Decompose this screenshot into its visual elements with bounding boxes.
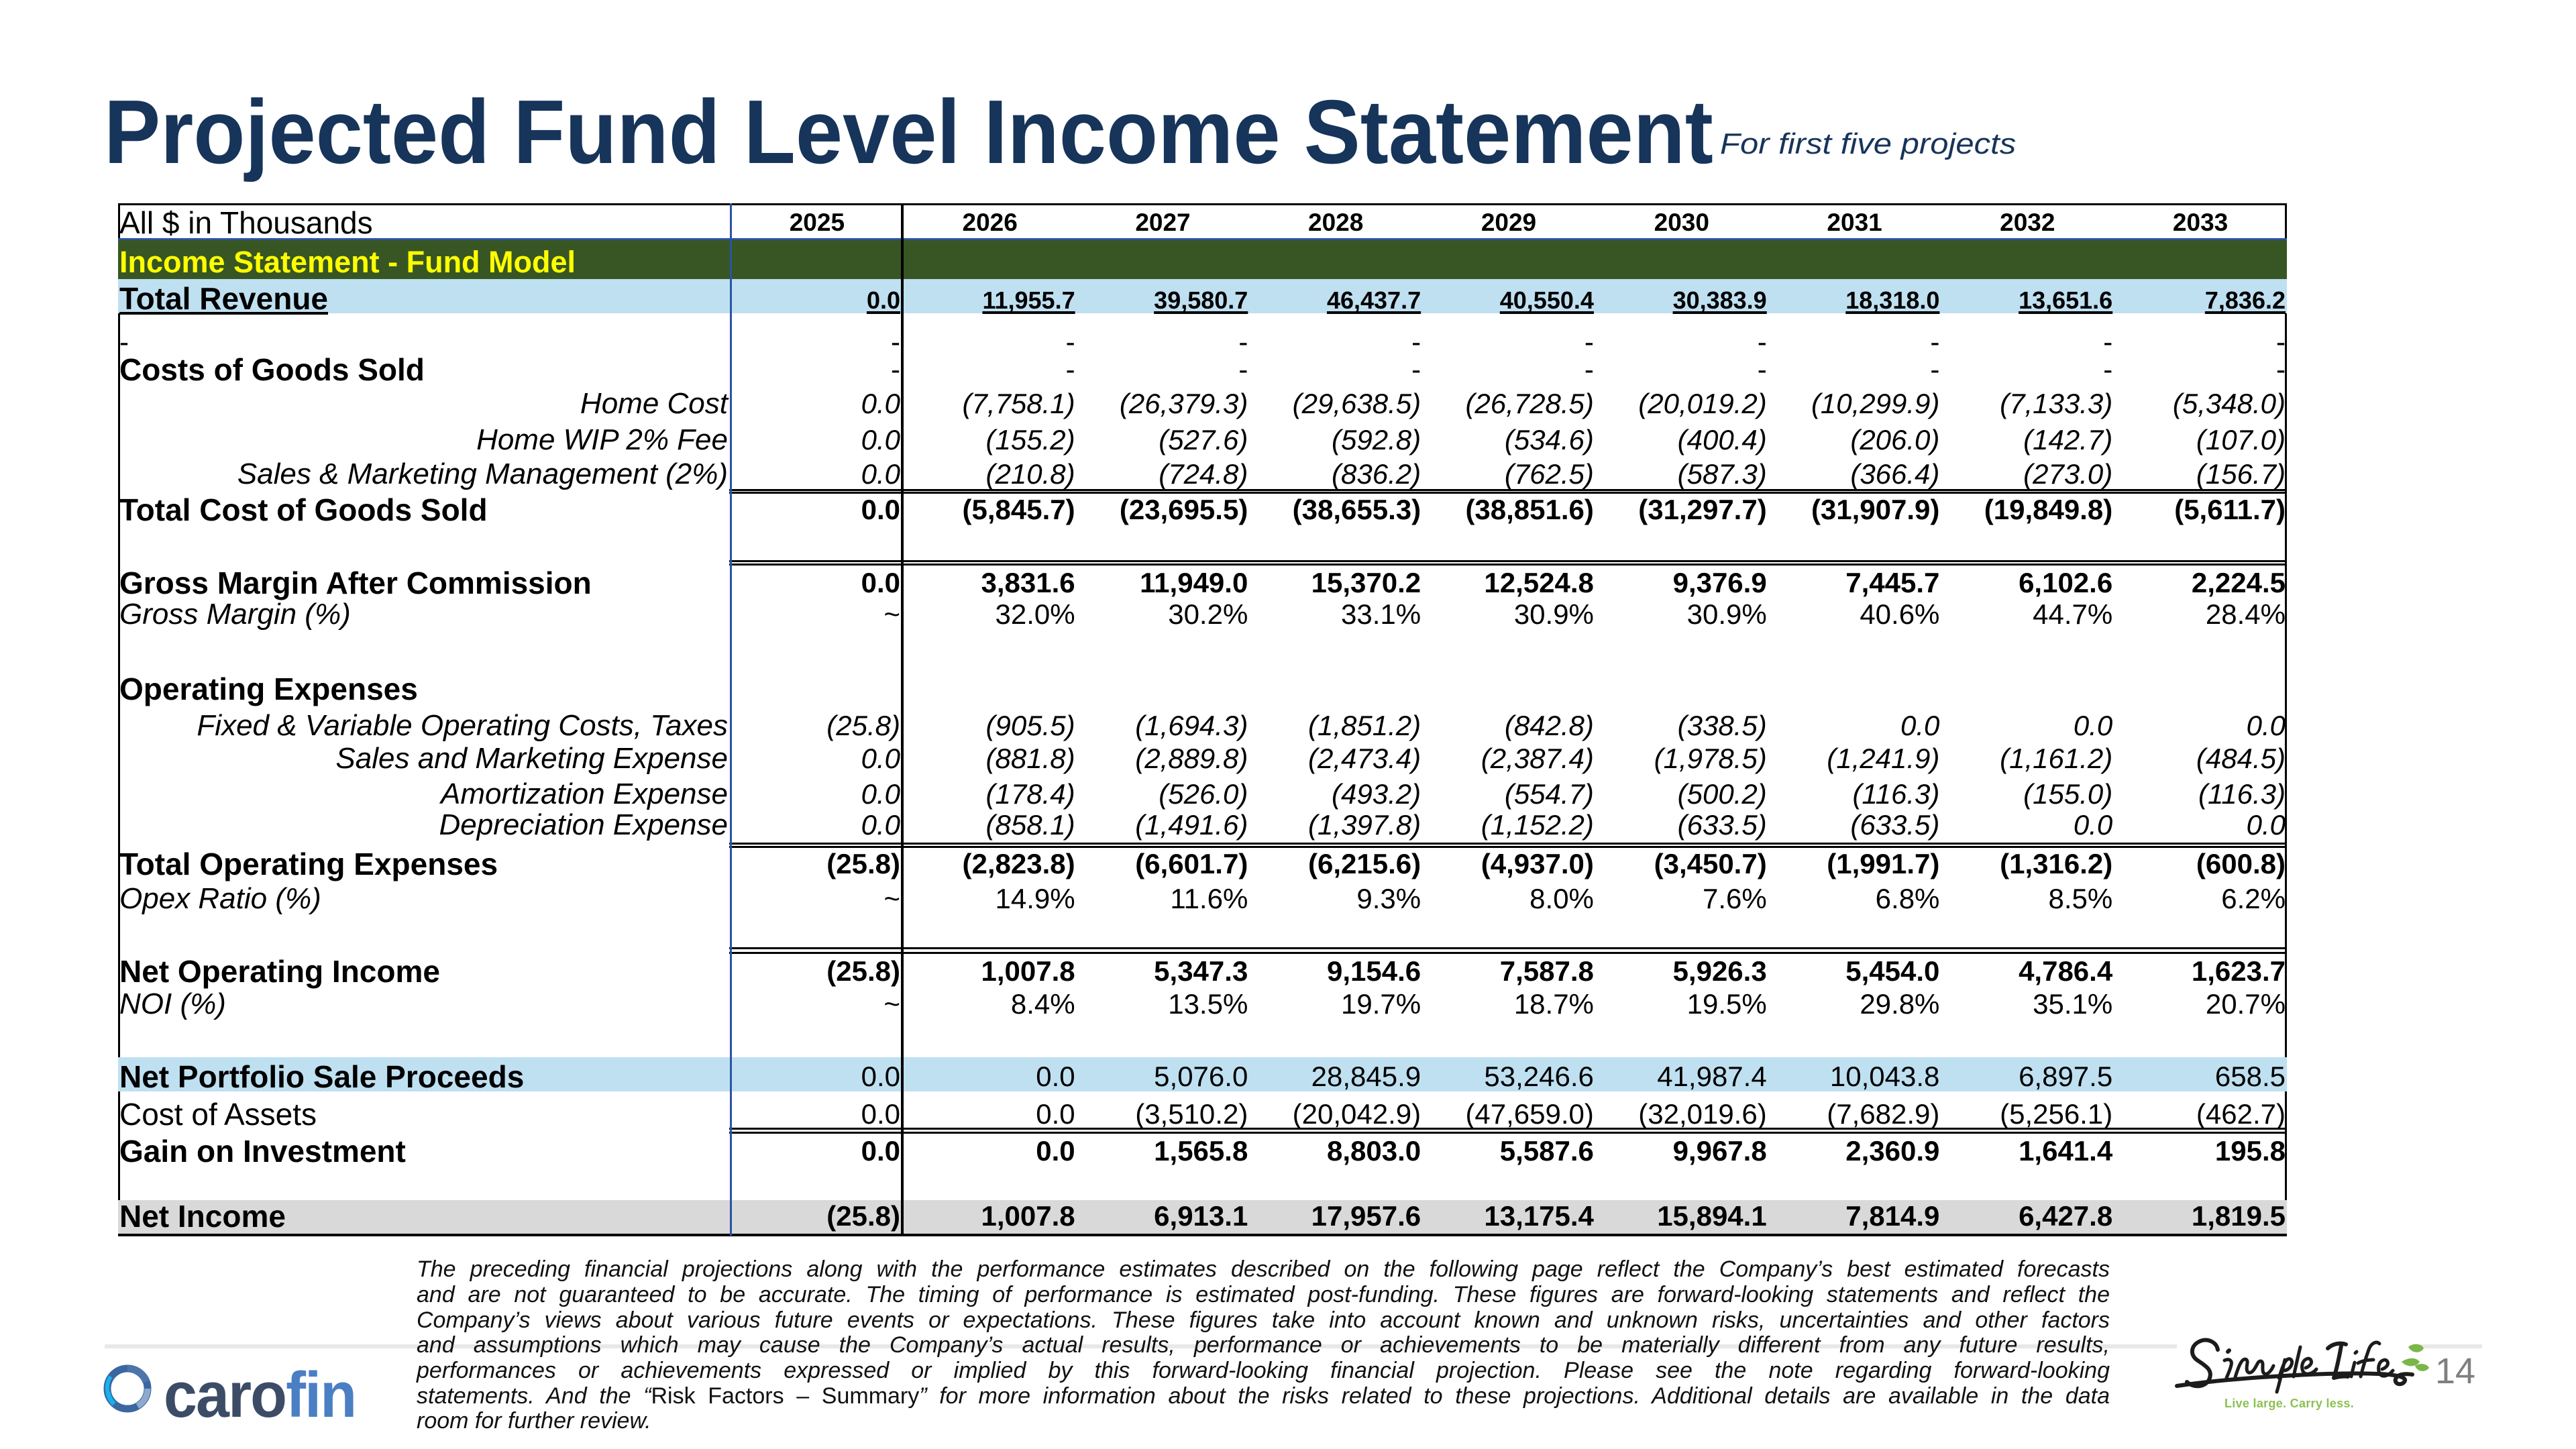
svg-text:Live large. Carry less.: Live large. Carry less. — [2224, 1397, 2354, 1410]
